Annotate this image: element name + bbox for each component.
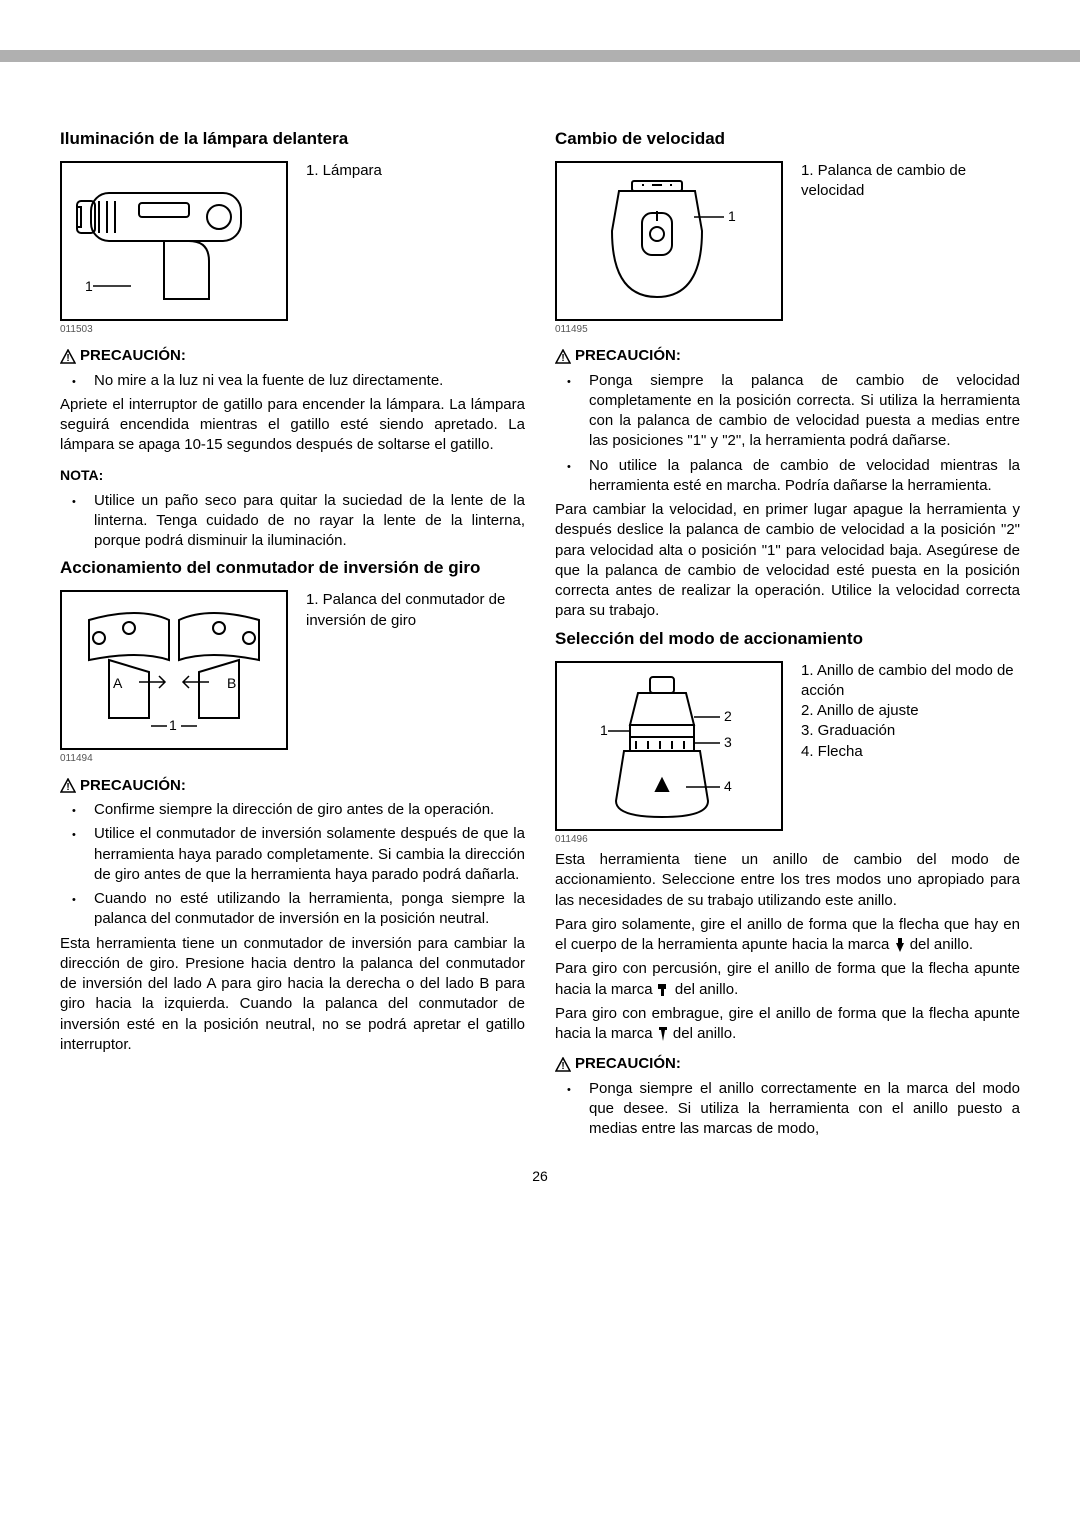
warn-item: Cuando no esté utilizando la herramienta…	[94, 889, 525, 930]
warning-icon: !	[555, 349, 571, 365]
svg-text:!: !	[66, 353, 69, 364]
heading-reverse: Accionamiento del conmutador de inversió…	[60, 557, 525, 580]
figure-reverse-caption: 1. Palanca del conmutador de inversión d…	[306, 590, 525, 631]
heading-mode: Selección del modo de accionamiento	[555, 628, 1020, 651]
note-list: Utilice un paño seco para quitar la suci…	[60, 491, 525, 552]
para-mode-1: Esta herramienta tiene un anillo de camb…	[555, 850, 1020, 911]
page-number: 26	[60, 1167, 1020, 1186]
text-span: del anillo.	[669, 1025, 737, 1042]
svg-text:2: 2	[724, 708, 732, 724]
svg-text:!: !	[66, 782, 69, 793]
para-mode-3: Para giro con percusión, gire el anillo …	[555, 959, 1020, 1000]
warn-item: Ponga siempre el anillo correctamente en…	[589, 1079, 1020, 1140]
warn-item: Utilice el conmutador de inversión solam…	[94, 824, 525, 885]
figure-mode-num: 011496	[555, 833, 783, 847]
para-lamp: Apriete el interruptor de gatillo para e…	[60, 395, 525, 456]
figure-speed-num: 011495	[555, 323, 783, 337]
svg-text:!: !	[561, 1061, 564, 1072]
svg-text:1: 1	[600, 722, 608, 738]
svg-text:B: B	[227, 675, 236, 691]
top-rule	[0, 50, 1080, 62]
figure-mode: 1 2 3 4	[555, 661, 783, 831]
cap-line: 2. Anillo de ajuste	[801, 701, 1020, 721]
para-reverse: Esta herramienta tiene un conmutador de …	[60, 934, 525, 1056]
figure-reverse: A B 1	[60, 590, 288, 750]
right-column: Cambio de velocidad 1 011495	[555, 122, 1020, 1143]
svg-text:4: 4	[724, 778, 732, 794]
warn-label-1: PRECAUCIÓN:	[80, 346, 186, 366]
screw-icon	[657, 1027, 669, 1041]
para-mode-4: Para giro con embrague, gire el anillo d…	[555, 1004, 1020, 1045]
figure-lamp-num: 011503	[60, 323, 288, 337]
svg-text:1: 1	[728, 208, 736, 224]
svg-text:1: 1	[85, 278, 93, 294]
drill-icon	[894, 938, 906, 952]
svg-text:!: !	[561, 353, 564, 364]
figure-speed: 1	[555, 161, 783, 321]
note-label: NOTA:	[60, 466, 525, 485]
heading-lamp: Iluminación de la lámpara delantera	[60, 128, 525, 151]
warn-label-2: PRECAUCIÓN:	[80, 776, 186, 796]
svg-text:A: A	[113, 675, 123, 691]
note-item: Utilice un paño seco para quitar la suci…	[94, 491, 525, 552]
warn-item: Ponga siempre la palanca de cambio de ve…	[589, 371, 1020, 452]
para-speed: Para cambiar la velocidad, en primer lug…	[555, 500, 1020, 622]
figure-mode-caption: 1. Anillo de cambio del modo de acción 2…	[801, 661, 1020, 762]
text-span: Para giro con embrague, gire el anillo d…	[555, 1005, 1020, 1042]
figure-reverse-num: 011494	[60, 752, 288, 766]
svg-text:3: 3	[724, 734, 732, 750]
heading-speed: Cambio de velocidad	[555, 128, 1020, 151]
text-span: del anillo.	[671, 981, 739, 998]
cap-line: 3. Graduación	[801, 721, 1020, 741]
figure-lamp: 1	[60, 161, 288, 321]
hammer-icon	[657, 983, 671, 997]
warn-item: Confirme siempre la dirección de giro an…	[94, 800, 525, 820]
left-column: Iluminación de la lámpara delantera 1	[60, 122, 525, 1143]
cap-line: 1. Anillo de cambio del modo de acción	[801, 661, 1020, 702]
warn-list-2: Confirme siempre la dirección de giro an…	[60, 800, 525, 930]
text-span: del anillo.	[906, 936, 974, 953]
warning-icon: !	[60, 349, 76, 365]
figure-lamp-caption: 1. Lámpara	[306, 161, 525, 181]
warn-item: No utilice la palanca de cambio de veloc…	[589, 456, 1020, 497]
warn-label-3: PRECAUCIÓN:	[575, 346, 681, 366]
para-mode-2: Para giro solamente, gire el anillo de f…	[555, 915, 1020, 956]
text-span: Para giro con percusión, gire el anillo …	[555, 960, 1020, 997]
warn-item: No mire a la luz ni vea la fuente de luz…	[94, 371, 525, 391]
svg-text:1: 1	[169, 717, 177, 733]
warn-list-4: Ponga siempre el anillo correctamente en…	[555, 1079, 1020, 1140]
warn-list-3: Ponga siempre la palanca de cambio de ve…	[555, 371, 1020, 497]
warn-list-1: No mire a la luz ni vea la fuente de luz…	[60, 371, 525, 391]
figure-speed-caption: 1. Palanca de cambio de velocidad	[801, 161, 1020, 202]
warn-label-4: PRECAUCIÓN:	[575, 1054, 681, 1074]
warning-icon: !	[60, 778, 76, 794]
warning-icon: !	[555, 1057, 571, 1073]
cap-line: 4. Flecha	[801, 742, 1020, 762]
